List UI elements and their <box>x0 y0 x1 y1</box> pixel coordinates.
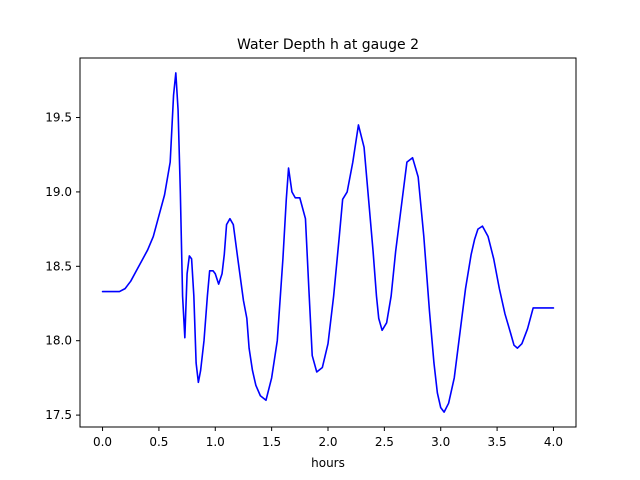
x-tick-label: 2.5 <box>375 435 394 449</box>
y-tick-label: 18.5 <box>45 259 72 273</box>
x-axis: 0.0 0.5 1.0 1.5 2.0 2.5 3.0 3.5 4.0 <box>93 427 563 449</box>
x-tick-label: 2.0 <box>318 435 337 449</box>
x-tick-label: 1.0 <box>206 435 225 449</box>
plot-area <box>79 57 577 428</box>
series-line-0 <box>101 72 555 413</box>
x-tick-label: 0.5 <box>149 435 168 449</box>
y-tick-label: 19.5 <box>45 111 72 125</box>
x-tick-label: 3.0 <box>431 435 450 449</box>
y-tick-label: 19.0 <box>45 185 72 199</box>
x-tick-label: 1.5 <box>262 435 281 449</box>
chart-title: Water Depth h at gauge 2 <box>237 37 419 53</box>
x-axis-label: hours <box>311 456 345 470</box>
y-tick-label: 17.5 <box>45 408 72 422</box>
plot-frame <box>79 57 577 428</box>
y-axis: 17.5 18.0 18.5 19.0 19.5 <box>45 111 80 422</box>
x-tick-label: 3.5 <box>488 435 507 449</box>
x-tick-label: 0.0 <box>93 435 112 449</box>
y-tick-label: 18.0 <box>45 334 72 348</box>
x-tick-label: 4.0 <box>544 435 563 449</box>
